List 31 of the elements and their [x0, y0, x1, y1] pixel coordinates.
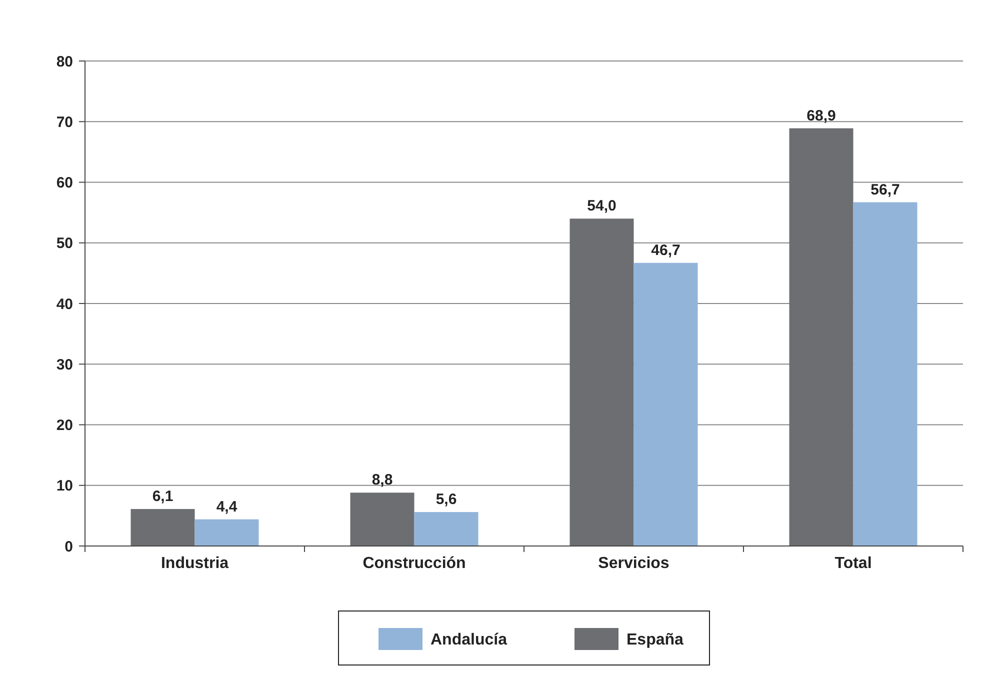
y-tick-label: 70 — [56, 114, 73, 131]
y-tick-label: 30 — [56, 356, 73, 374]
bar — [350, 492, 414, 546]
y-tick-label: 10 — [56, 478, 73, 495]
data-label: 8,8 — [372, 472, 393, 489]
data-label: 56,7 — [870, 181, 900, 198]
x-tick-label: Total — [834, 555, 872, 572]
y-tick-label: 0 — [64, 538, 73, 556]
x-tick-label: Construcción — [362, 555, 466, 572]
legend-label: Andalucía — [430, 632, 508, 649]
data-label: 5,6 — [436, 491, 457, 508]
bar — [853, 202, 918, 546]
bar — [789, 128, 854, 546]
x-tick-label: Industria — [160, 555, 229, 572]
data-label: 54,0 — [587, 198, 616, 215]
y-tick-label: 60 — [56, 174, 73, 192]
legend-label: España — [626, 632, 684, 649]
y-tick-label: 20 — [56, 417, 73, 434]
y-tick-label: 50 — [56, 235, 73, 252]
bar — [194, 519, 259, 546]
x-tick-label: Servicios — [598, 555, 670, 572]
bar — [130, 509, 195, 546]
data-label: 46,7 — [651, 242, 680, 259]
y-tick-label: 40 — [56, 296, 73, 313]
data-label: 6,1 — [152, 488, 174, 506]
data-label: 68,9 — [806, 107, 836, 124]
bar — [414, 512, 478, 546]
data-label: 4,4 — [216, 498, 238, 516]
y-tick-label: 80 — [56, 53, 73, 70]
bar — [634, 262, 698, 546]
bar — [570, 218, 634, 546]
